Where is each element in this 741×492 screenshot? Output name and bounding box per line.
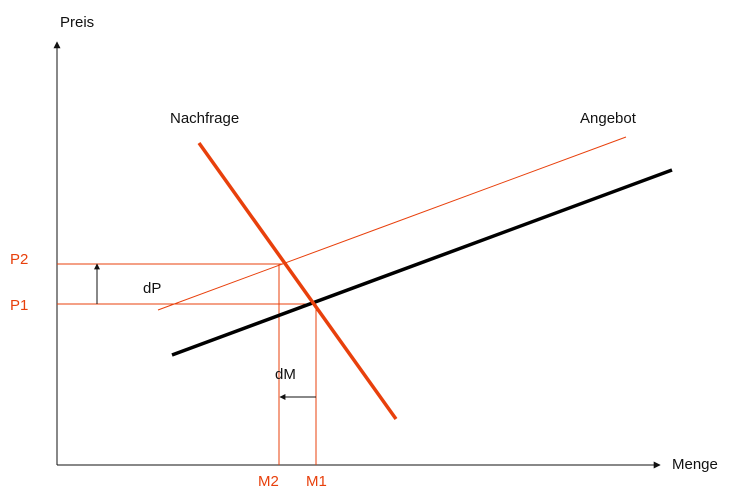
p1-label: P1 <box>10 297 28 314</box>
quantity-change-label: dM <box>275 366 296 383</box>
demand-curve <box>197 141 398 421</box>
supply-label: Angebot <box>580 110 637 127</box>
p2-label: P2 <box>10 251 28 268</box>
y-axis-label: Preis <box>60 14 94 31</box>
supply-curve <box>171 168 673 357</box>
m2-label: M2 <box>258 473 279 490</box>
shifted-supply-curve <box>157 136 627 311</box>
m1-label: M1 <box>306 473 327 490</box>
x-axis-label: Menge <box>672 456 718 473</box>
price-change-label: dP <box>143 280 161 297</box>
demand-label: Nachfrage <box>170 110 239 127</box>
